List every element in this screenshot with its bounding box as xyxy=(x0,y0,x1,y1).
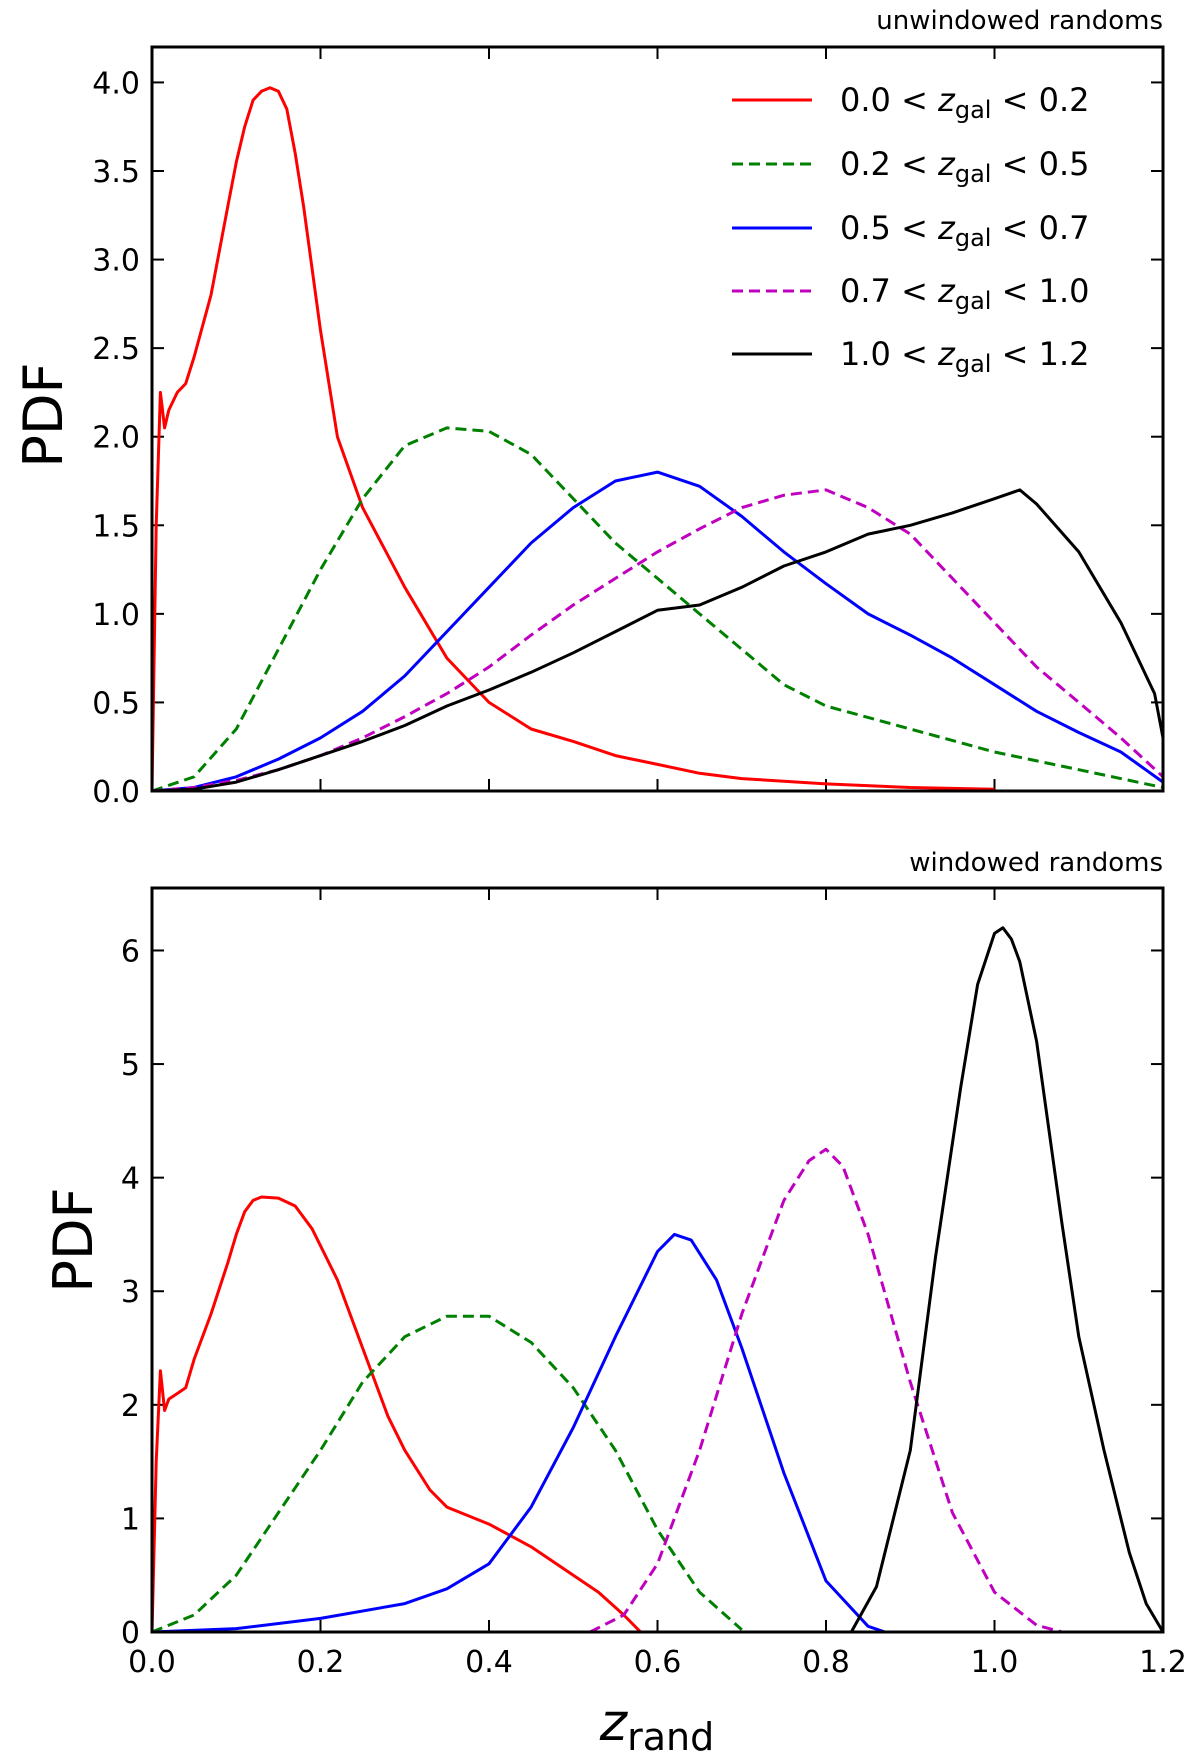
y-tick-label: 6 xyxy=(121,934,140,969)
x-tick-label: 0.0 xyxy=(128,1645,176,1680)
x-tick-label: 0.8 xyxy=(802,1645,850,1680)
series-group xyxy=(150,86,1165,793)
legend-entry: 0.2 < zgal < 0.5 xyxy=(840,145,1090,188)
panel-windowed: windowed randoms PDF 0.0 0.2 0.4 0.6 0.8 1.0 1… xyxy=(42,848,1187,1680)
y-tick-label: 3 xyxy=(121,1275,140,1310)
series-group xyxy=(150,926,1165,1634)
y-tick-label: 1.0 xyxy=(92,598,140,633)
series-line xyxy=(151,426,1164,793)
y-tick-label: 4.0 xyxy=(92,66,140,101)
y-tick-label: 2 xyxy=(121,1389,140,1424)
y-tick-label: 1 xyxy=(121,1502,140,1537)
x-tick-label: 1.0 xyxy=(971,1645,1019,1680)
y-tick-label: 0.5 xyxy=(92,686,140,721)
panel-unwindowed: unwindowed randoms PDF 0.0 0.5 1.0 1.5 2.0 2.… xyxy=(12,6,1165,810)
x-tick-label: 0.4 xyxy=(465,1645,513,1680)
y-tick-label: 0 xyxy=(121,1616,140,1651)
x-tick-label: 0.2 xyxy=(297,1645,345,1680)
series-line xyxy=(151,1314,743,1634)
y-tick-label: 0.0 xyxy=(92,775,140,810)
y-tick-label: 3.0 xyxy=(92,244,140,279)
panel-title: unwindowed randoms xyxy=(876,6,1163,36)
x-axis-label: zrand xyxy=(599,1693,714,1755)
y-tick-label: 2.5 xyxy=(92,332,140,367)
x-tick-label: 0.6 xyxy=(634,1645,682,1680)
plot-frame xyxy=(150,45,1165,793)
y-tick-label: 4 xyxy=(121,1162,140,1197)
legend: 0.0 < zgal < 0.2 0.2 < zgal < 0.5 0.5 < … xyxy=(732,81,1090,378)
y-tick-label: 1.5 xyxy=(92,509,140,544)
legend-entry: 1.0 < zgal < 1.2 xyxy=(840,335,1090,378)
y-axis-label: PDF xyxy=(42,1187,105,1292)
plot-frame xyxy=(150,886,1165,1634)
y-tick-label: 5 xyxy=(121,1048,140,1083)
legend-entry: 0.7 < zgal < 1.0 xyxy=(840,272,1090,315)
y-axis-label: PDF xyxy=(12,362,75,467)
y-tick-label: 3.5 xyxy=(92,155,140,190)
series-line xyxy=(151,488,1165,793)
legend-entry: 0.0 < zgal < 0.2 xyxy=(840,81,1090,124)
panel-title: windowed randoms xyxy=(909,848,1163,878)
y-tick-label: 2.0 xyxy=(92,421,140,456)
series-line xyxy=(150,1195,642,1634)
series-line xyxy=(589,1147,1063,1634)
series-line xyxy=(151,470,1164,793)
legend-entry: 0.5 < zgal < 0.7 xyxy=(840,209,1090,252)
x-tick-label: 1.2 xyxy=(1139,1645,1187,1680)
series-line xyxy=(849,926,1165,1633)
series-line xyxy=(150,86,995,792)
series-line xyxy=(151,1232,886,1634)
